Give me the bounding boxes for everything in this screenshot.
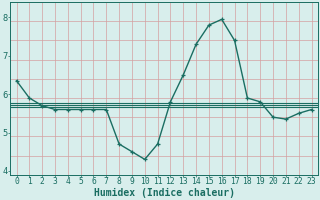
X-axis label: Humidex (Indice chaleur): Humidex (Indice chaleur) xyxy=(93,188,235,198)
